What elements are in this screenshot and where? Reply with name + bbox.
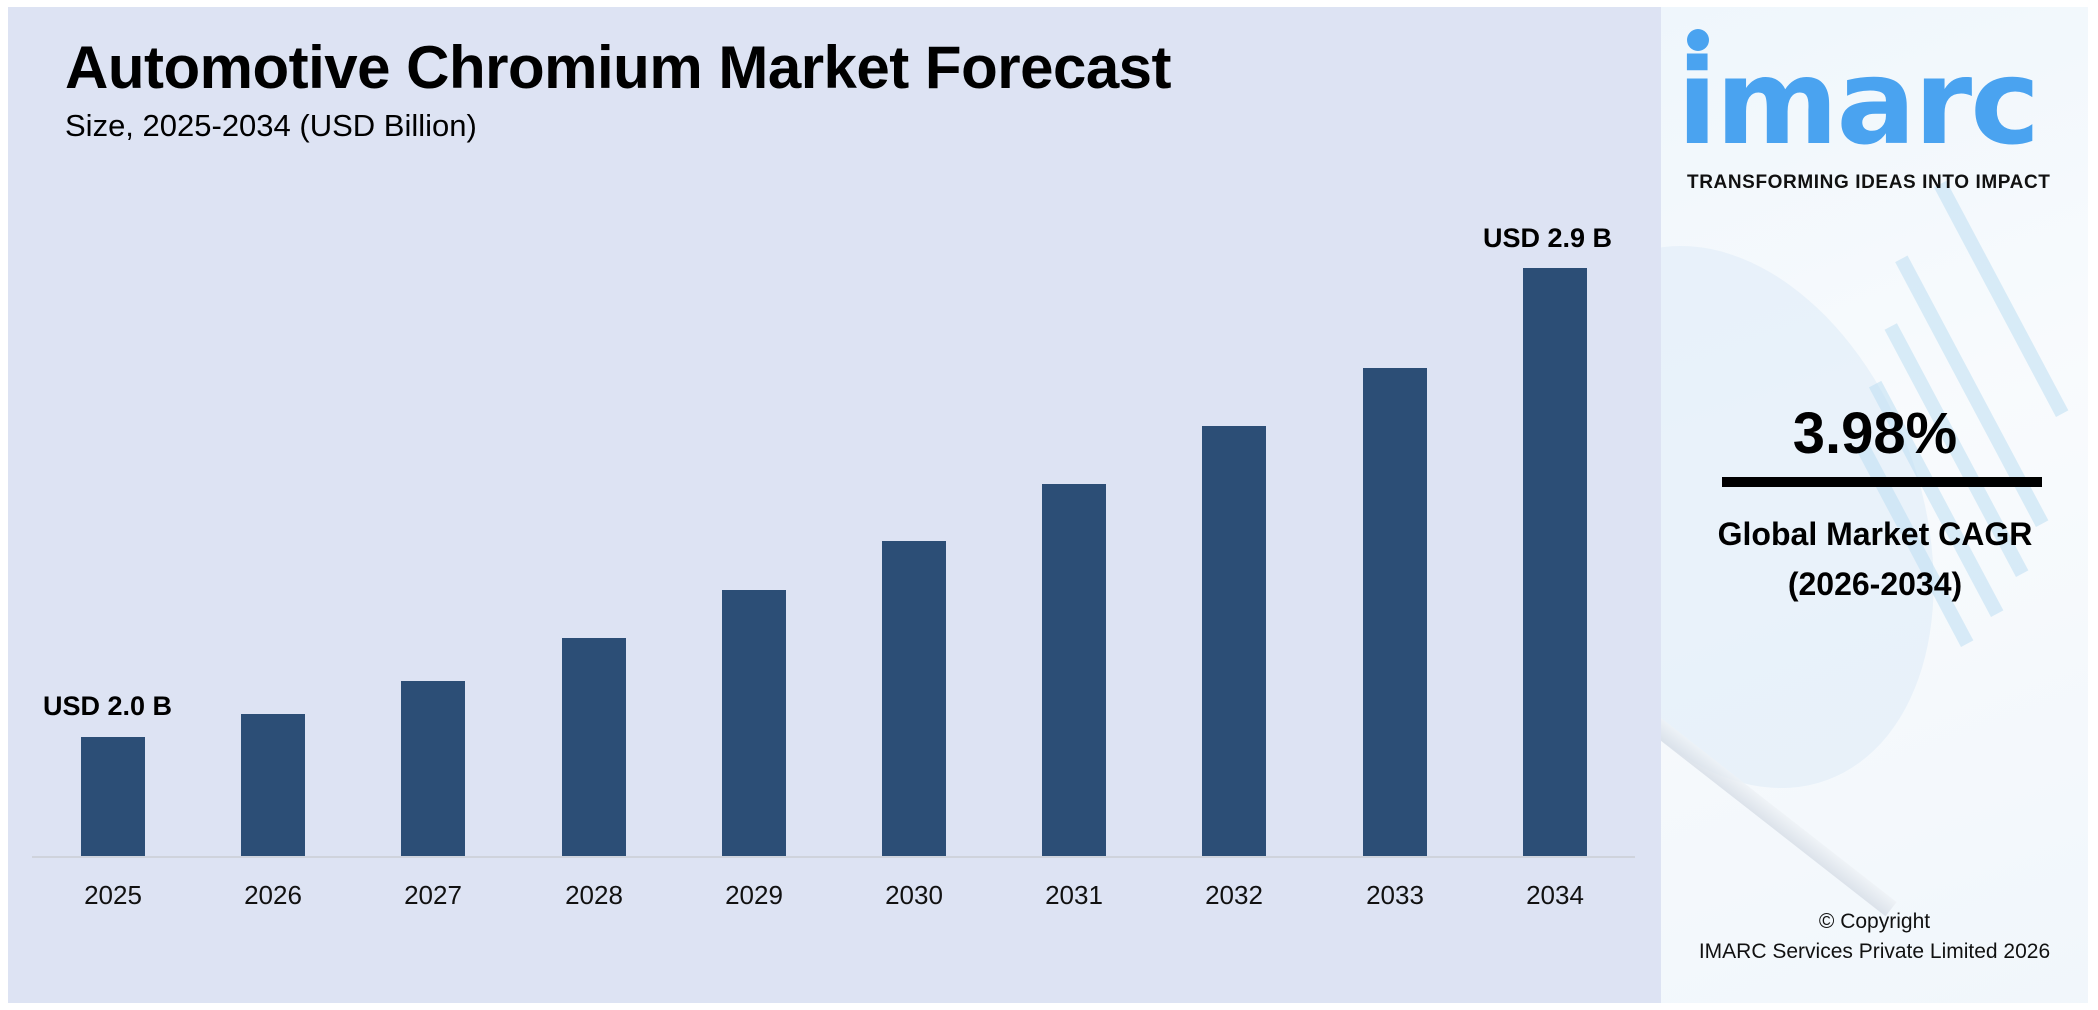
bar-2027 <box>401 681 465 856</box>
cagr-divider <box>1722 477 2042 487</box>
bar-2034 <box>1523 268 1587 856</box>
bar-2025 <box>81 737 145 856</box>
chart-subtitle: Size, 2025-2034 (USD Billion) <box>65 108 477 143</box>
x-tick-label: 2031 <box>1045 880 1103 910</box>
x-axis-line <box>32 856 1635 858</box>
logo-tagline: TRANSFORMING IDEAS INTO IMPACT <box>1687 172 2051 193</box>
copyright-notice: © Copyright IMARC Services Private Limit… <box>1661 907 2088 967</box>
x-tick-label: 2028 <box>565 880 623 910</box>
bar-2026 <box>241 714 305 856</box>
x-tick-label: 2026 <box>244 880 302 910</box>
bar-2030 <box>882 541 946 856</box>
cagr-label-line1: Global Market CAGR <box>1717 516 2033 552</box>
chart-panel: Automotive Chromium Market Forecast Size… <box>8 7 1661 1003</box>
x-tick-label: 2027 <box>404 880 462 910</box>
x-tick-label: 2030 <box>885 880 943 910</box>
background-decoration <box>1933 180 2069 417</box>
x-tick-label: 2033 <box>1366 880 1424 910</box>
cagr-label-line2: (2026-2034) <box>1787 566 1963 602</box>
bar-2032 <box>1202 426 1266 856</box>
imarc-logo: imarc <box>1677 33 2040 171</box>
bar-2031 <box>1042 484 1106 856</box>
last-value-label: USD 2.9 B <box>1483 223 1613 253</box>
logo-dot-icon <box>1687 29 1709 51</box>
first-value-label: USD 2.0 B <box>43 691 173 721</box>
bar-2029 <box>722 590 786 856</box>
x-tick-label: 2032 <box>1205 880 1263 910</box>
bar-2033 <box>1363 368 1427 856</box>
copyright-line1: © Copyright <box>1818 910 1931 933</box>
x-tick-label: 2025 <box>84 880 142 910</box>
info-sidebar: imarc TRANSFORMING IDEAS INTO IMPACT 3.9… <box>1661 7 2088 1003</box>
copyright-line2: IMARC Services Private Limited 2026 <box>1698 940 2051 963</box>
bar-plot-area: USD 2.0 B USD 2.9 B 2025 2026 2027 2028 2029… <box>8 7 1661 1003</box>
bar-2028 <box>562 638 626 856</box>
x-tick-label: 2034 <box>1526 880 1584 910</box>
cagr-value: 3.98% <box>1792 401 1958 466</box>
cagr-label: Global Market CAGR (2026-2034) <box>1661 509 2088 609</box>
x-tick-label: 2029 <box>725 880 783 910</box>
chart-title: Automotive Chromium Market Forecast <box>65 34 1172 101</box>
